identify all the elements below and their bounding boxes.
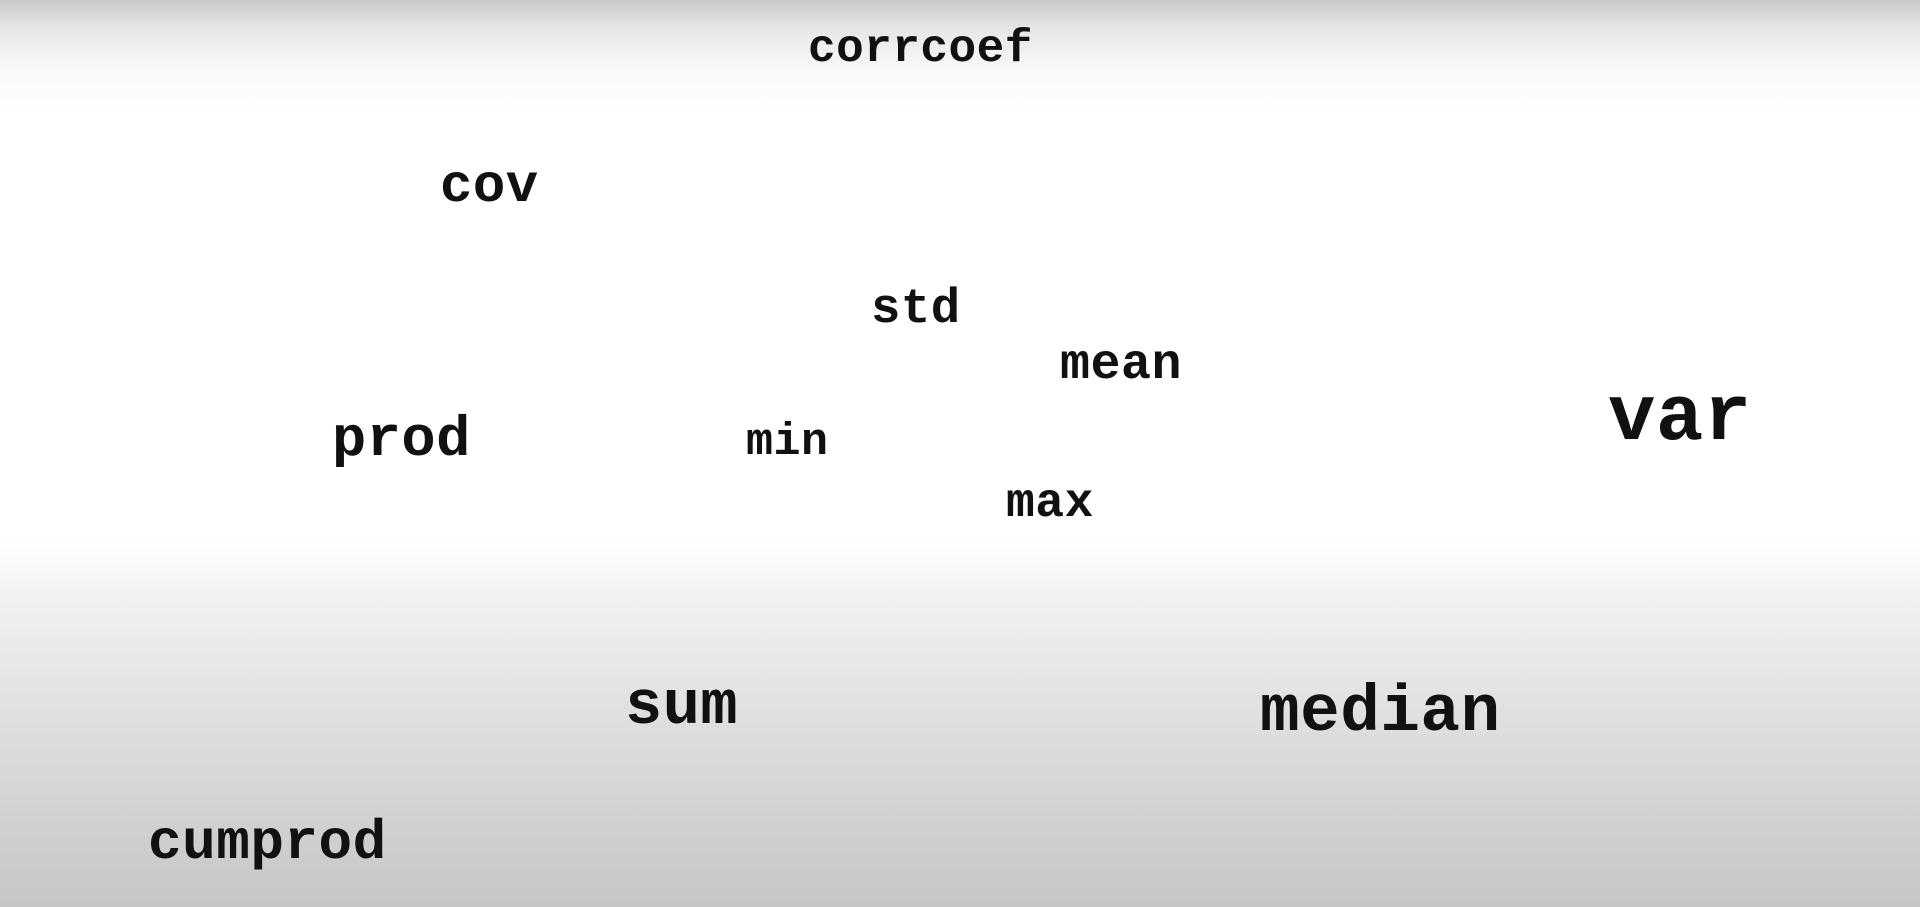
word-cov: cov [440,157,539,218]
word-cumprod: cumprod [148,811,387,875]
word-max: max [1006,477,1094,531]
word-var: var [1608,373,1752,463]
word-prod: prod [332,409,471,473]
word-min: min [746,417,829,468]
word-corrcoef: corrcoef [808,23,1033,75]
word-std: std [871,281,961,337]
word-mean: mean [1060,337,1183,394]
word-median: median [1260,675,1501,750]
word-sum: sum [625,671,739,742]
